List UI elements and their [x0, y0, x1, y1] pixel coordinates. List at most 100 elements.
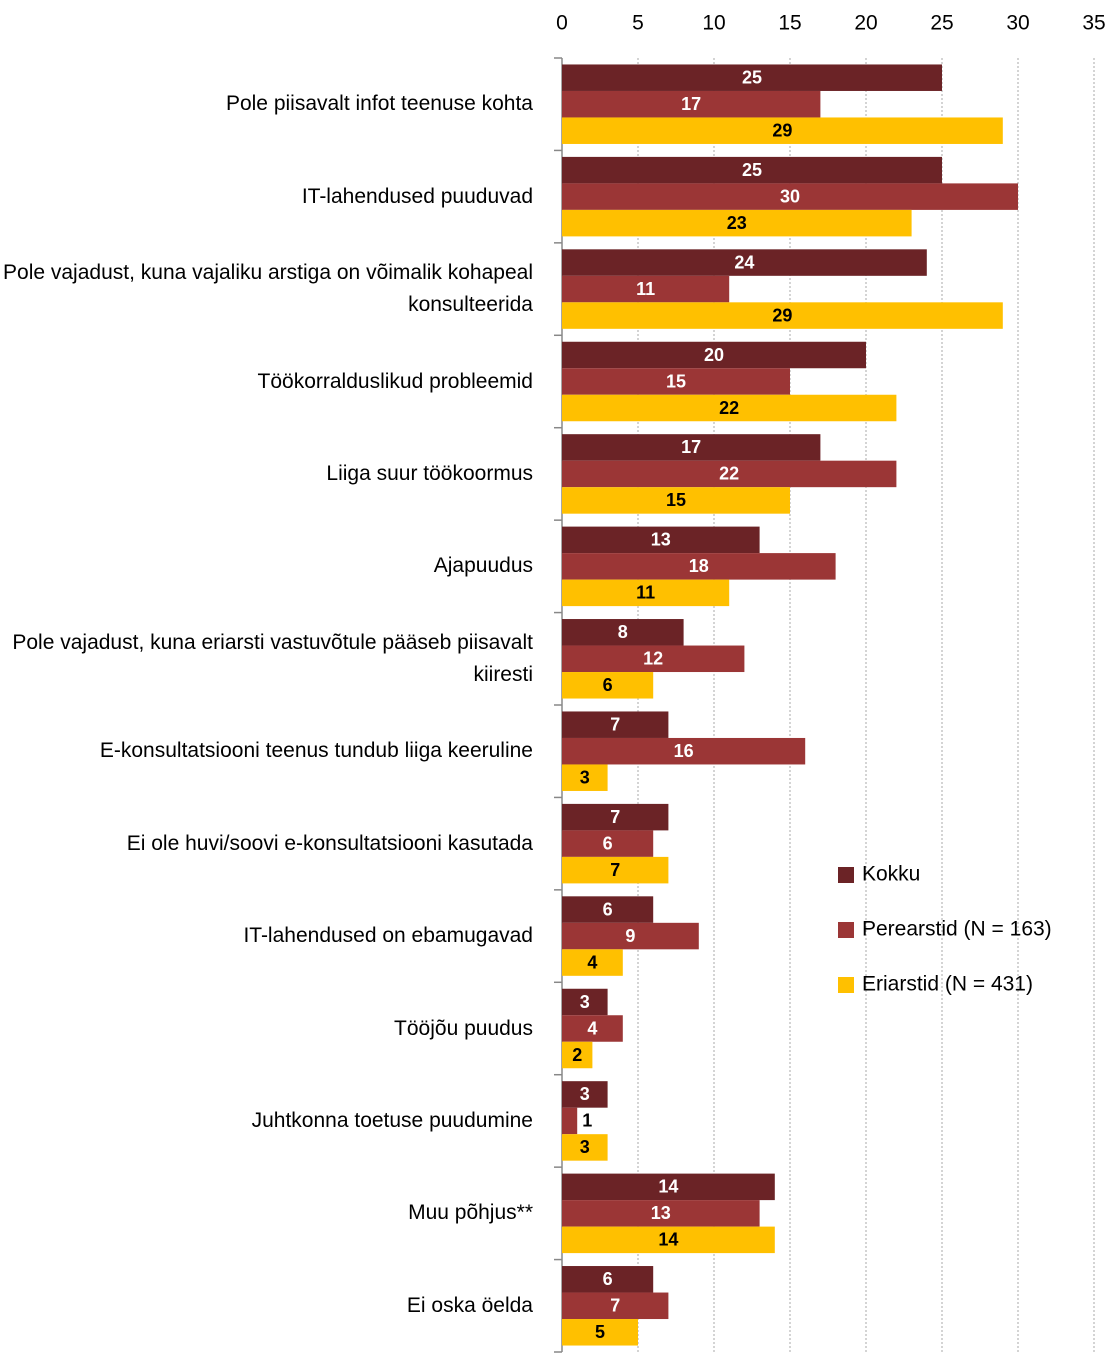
- data-label: 7: [610, 860, 620, 880]
- data-label: 18: [689, 556, 709, 576]
- x-tick-label: 15: [778, 12, 801, 35]
- legend-label: Perearstid (N = 163): [862, 918, 1052, 941]
- legend-label: Eriarstid (N = 431): [862, 973, 1033, 996]
- category-label: Töökorralduslikud probleemid: [257, 369, 533, 393]
- data-label: 24: [734, 252, 754, 272]
- data-label: 9: [625, 926, 635, 946]
- data-label: 4: [587, 1018, 597, 1038]
- bar: [562, 711, 669, 738]
- category-label: Ajapuudus: [433, 554, 533, 578]
- category-label: IT-lahendused puuduvad: [301, 184, 533, 208]
- data-label: 15: [666, 371, 686, 391]
- data-label: 17: [681, 94, 701, 114]
- bar: [562, 526, 760, 554]
- category-label: E-konsultatsiooni teenus tundub liiga ke…: [99, 739, 533, 763]
- bar: [562, 645, 745, 673]
- x-tick-label: 20: [854, 12, 877, 35]
- category-label: Muu põhjus**: [408, 1201, 533, 1225]
- legend-key: [838, 867, 854, 883]
- data-label: 22: [719, 398, 739, 418]
- data-label: 4: [587, 952, 597, 972]
- legend-label: Kokku: [862, 863, 920, 886]
- data-label: 6: [603, 833, 613, 853]
- x-tick-label: 30: [1006, 12, 1029, 35]
- bar: [562, 1041, 593, 1069]
- category-label: Ei ole huvi/soovi e-konsultatsiooni kasu…: [126, 831, 533, 855]
- data-label: 25: [742, 67, 762, 87]
- bar: [562, 90, 821, 118]
- data-label: 15: [666, 490, 686, 510]
- x-tick-label: 5: [632, 12, 644, 35]
- x-tick-label: 35: [1082, 12, 1105, 35]
- data-label: 3: [580, 767, 590, 787]
- bar: [562, 249, 927, 276]
- bar: [562, 64, 942, 91]
- data-label: 11: [636, 279, 655, 299]
- bar: [562, 988, 608, 1016]
- data-label: 22: [719, 464, 739, 484]
- data-label: 11: [636, 583, 655, 603]
- bar: [562, 579, 730, 607]
- data-label: 12: [643, 649, 663, 669]
- category-label: Pole vajadust, kuna vajaliku arstiga on …: [3, 261, 533, 317]
- bar: [562, 341, 866, 369]
- bar: [562, 487, 790, 514]
- data-label: 23: [727, 213, 747, 233]
- category-label: Juhtkonna toetuse puudumine: [251, 1108, 533, 1132]
- bar: [562, 922, 699, 950]
- data-label: 7: [610, 1296, 620, 1316]
- bar: [562, 1134, 608, 1161]
- bar: [562, 737, 806, 765]
- data-label: 16: [674, 741, 694, 761]
- bar: [562, 764, 608, 791]
- bar: [562, 1173, 775, 1201]
- data-label: 13: [651, 530, 671, 550]
- legend-key: [838, 977, 854, 993]
- bar: [562, 672, 654, 699]
- bar: [562, 209, 912, 237]
- data-label: 29: [772, 120, 792, 140]
- data-label: 20: [704, 345, 724, 365]
- bar: [562, 856, 669, 884]
- x-tick-label: 10: [702, 12, 725, 35]
- data-label: 29: [772, 305, 792, 325]
- data-label: 25: [742, 160, 762, 180]
- data-label: 6: [603, 1269, 613, 1289]
- data-label: 7: [610, 807, 620, 827]
- bar: [562, 1107, 578, 1135]
- bar: [562, 394, 897, 422]
- bar: [562, 1292, 669, 1320]
- bar: [562, 1200, 760, 1227]
- bar: [562, 553, 836, 580]
- category-label: Pole piisavalt infot teenuse kohta: [225, 92, 533, 116]
- data-label: 13: [651, 1203, 671, 1223]
- category-label: IT-lahendused on ebamugavad: [243, 924, 533, 948]
- legend-key: [838, 922, 854, 938]
- data-label: 6: [603, 675, 613, 695]
- bar: [562, 1319, 638, 1346]
- data-label: 3: [580, 1137, 590, 1157]
- data-label: 3: [580, 1084, 590, 1104]
- bar: [562, 1266, 654, 1293]
- bar: [562, 1015, 623, 1042]
- data-label: 1: [582, 1111, 592, 1131]
- bar: [562, 302, 1003, 329]
- data-label: 14: [658, 1177, 678, 1197]
- data-label: 3: [580, 992, 590, 1012]
- x-tick-label: 0: [556, 12, 568, 35]
- bar: [562, 183, 1018, 210]
- bar: [562, 368, 790, 395]
- category-label: Pole vajadust, kuna eriarsti vastuvõtule…: [12, 630, 533, 686]
- bar: [562, 117, 1003, 144]
- bar: [562, 1226, 775, 1254]
- bar: [562, 156, 942, 184]
- data-label: 8: [618, 622, 628, 642]
- category-label: Tööjõu puudus: [394, 1016, 533, 1040]
- bar: [562, 275, 730, 303]
- x-tick-label: 25: [930, 12, 953, 35]
- data-label: 2: [572, 1045, 582, 1065]
- bar: [562, 949, 623, 976]
- bar: [562, 830, 654, 857]
- bar: [562, 460, 897, 488]
